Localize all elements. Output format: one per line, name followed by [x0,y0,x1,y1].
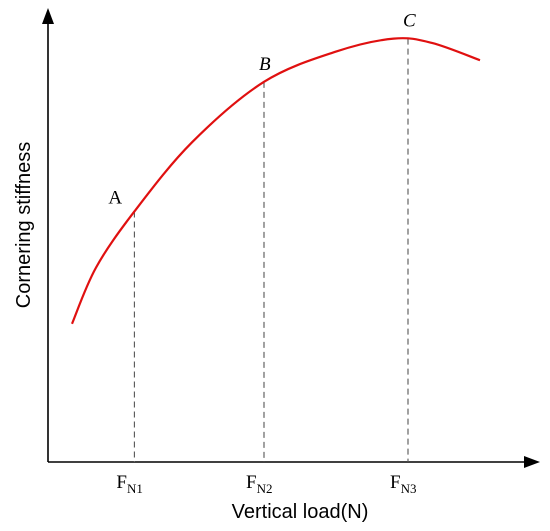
point-label-b: B [259,54,271,75]
guide-lines [133,38,409,462]
x-axis-arrow-icon [524,456,540,468]
x-tick-label-n2: FN2 [246,472,272,496]
stiffness-curve [70,37,481,325]
x-tick-label-n3: FN3 [390,472,416,496]
y-axis-title: Cornering stiffness [13,142,35,308]
point-label-a: A [108,187,122,208]
x-axis-title: Vertical load(N) [232,501,369,523]
point-label-c: C [403,11,416,32]
point-labels: A B C [108,11,416,209]
x-tick-label-n1: FN1 [116,472,142,496]
y-axis-arrow-icon [42,8,54,24]
x-tick-labels: FN1 FN2 FN3 [116,472,416,496]
